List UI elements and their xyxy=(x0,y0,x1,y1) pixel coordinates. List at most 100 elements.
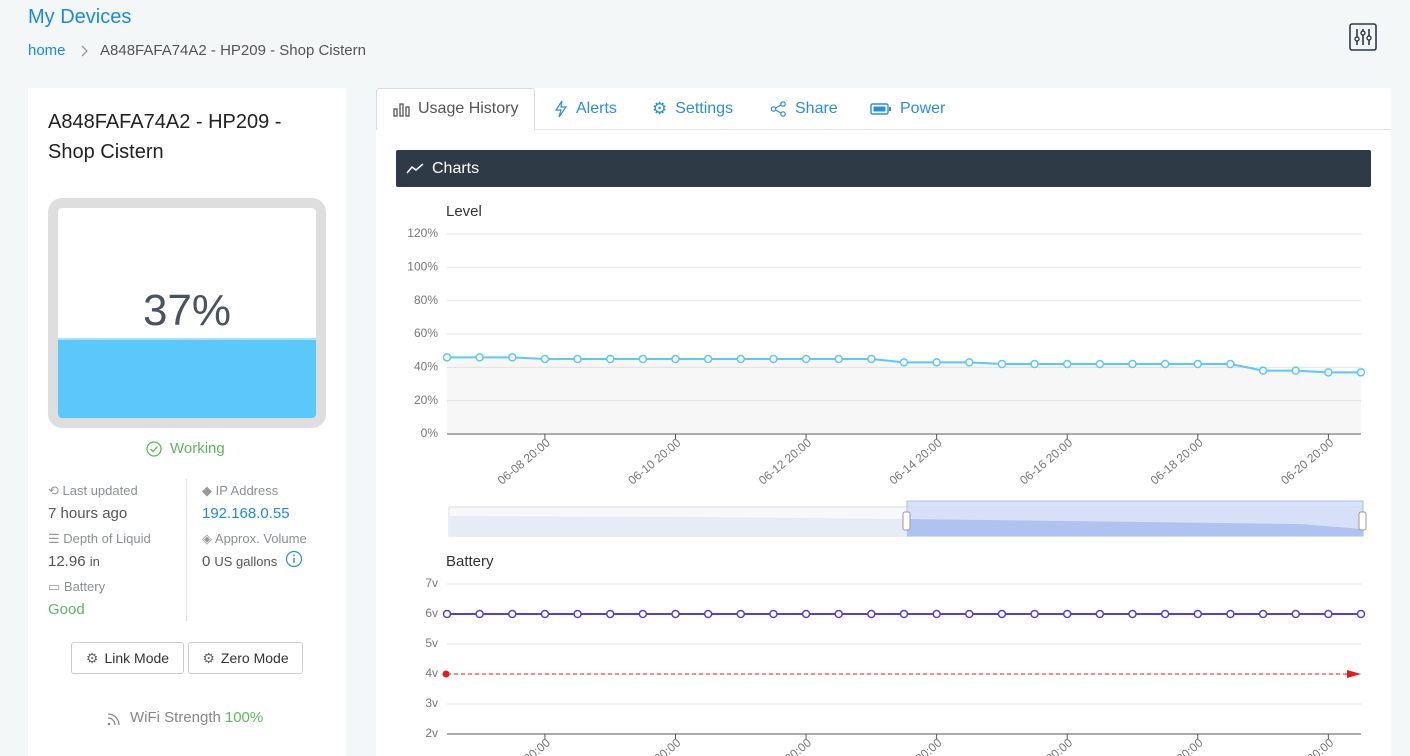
breadcrumb-home[interactable]: home xyxy=(28,42,66,59)
zoom-slider[interactable] xyxy=(448,500,1367,537)
point xyxy=(671,354,680,364)
gauge-fill xyxy=(58,338,316,418)
y-tick-label: 4v xyxy=(425,666,438,680)
info-label: ◈ Approx. Volume xyxy=(202,531,307,546)
tab-label: Power xyxy=(900,100,946,117)
point xyxy=(540,609,550,619)
x-tick-label: 06-20 20:00 xyxy=(1278,735,1336,756)
x-tick-label: 06-14 20:00 xyxy=(886,435,944,487)
info-label: ▭ Battery xyxy=(48,579,106,594)
point xyxy=(573,609,582,619)
status-text: Working xyxy=(170,440,225,457)
point xyxy=(1258,609,1268,619)
x-tick-label: 06-12 20:00 xyxy=(756,435,814,487)
wifi-value: 100% xyxy=(224,709,264,726)
x-tick-label: 06-16 20:00 xyxy=(1017,435,1075,487)
x-tick-label: 06-08 20:00 xyxy=(495,435,553,487)
tab-icon xyxy=(554,100,568,118)
point xyxy=(703,609,713,619)
link-mode-button[interactable]: ⚙ Link Mode xyxy=(71,642,184,674)
x-tick-label: 06-12 20:00 xyxy=(756,735,814,756)
point xyxy=(1062,609,1072,619)
point xyxy=(1062,359,1072,369)
y-tick-label: 0% xyxy=(421,426,439,440)
point xyxy=(997,359,1007,369)
point xyxy=(1356,609,1366,619)
point xyxy=(638,609,648,619)
tab[interactable]: Usage History xyxy=(393,89,518,129)
point xyxy=(801,609,811,619)
point xyxy=(899,358,909,367)
section-title: Charts xyxy=(432,159,480,177)
info-value-text: 0 xyxy=(202,553,211,570)
point xyxy=(965,609,974,619)
zero-mode-button[interactable]: ⚙ Zero Mode xyxy=(188,642,303,674)
threshold-dot xyxy=(442,670,450,678)
point xyxy=(769,354,778,364)
tab-label: Settings xyxy=(675,100,734,117)
point xyxy=(605,609,615,619)
gauge-label: 37% xyxy=(142,286,232,335)
point xyxy=(932,358,941,367)
info-label-text: Approx. Volume xyxy=(214,531,307,546)
x-tick-label: 06-14 20:00 xyxy=(886,735,944,756)
info-label: ◆ IP Address xyxy=(202,483,279,498)
status-icon xyxy=(146,440,162,457)
point xyxy=(834,609,843,619)
info-icon[interactable] xyxy=(285,550,303,568)
point xyxy=(1160,359,1170,369)
tab-icon xyxy=(870,103,891,115)
x-tick-label: 06-08 20:00 xyxy=(495,735,553,756)
info-unit: US gallons xyxy=(214,554,278,569)
area xyxy=(447,357,1361,434)
divider xyxy=(186,479,187,621)
section-header: Charts xyxy=(396,150,1371,187)
x-tick-label: 06-18 20:00 xyxy=(1148,735,1206,756)
point xyxy=(573,354,582,364)
info-label-text: Battery xyxy=(63,579,106,594)
tab-icon xyxy=(393,103,410,117)
point xyxy=(736,354,746,364)
tab[interactable]: Share xyxy=(770,89,838,129)
point xyxy=(965,358,974,367)
point xyxy=(1128,609,1137,619)
point xyxy=(1128,359,1137,369)
info-value-text: 12.96 xyxy=(48,553,86,570)
point xyxy=(671,609,680,619)
info-value: 0 US gallons xyxy=(202,550,303,570)
info-unit: in xyxy=(89,554,100,569)
point xyxy=(1193,359,1203,369)
point xyxy=(769,609,778,619)
info-value[interactable]: 192.168.0.55 xyxy=(202,505,290,522)
info-value: Good xyxy=(48,601,85,618)
tab-label: Share xyxy=(795,100,838,117)
point xyxy=(1193,609,1203,619)
wifi-label: WiFi Strength xyxy=(130,709,221,726)
y-tick-label: 2v xyxy=(425,726,438,740)
tab-label: Alerts xyxy=(576,100,617,117)
point xyxy=(932,609,941,619)
tab[interactable]: Alerts xyxy=(554,89,617,129)
point xyxy=(508,353,517,362)
point xyxy=(1324,368,1333,377)
point xyxy=(1356,368,1366,377)
tab[interactable]: Power xyxy=(870,89,945,129)
settings-icon[interactable] xyxy=(1349,23,1377,51)
point xyxy=(605,354,615,364)
tab[interactable]: ⚙ Settings xyxy=(652,99,734,118)
wifi-icon xyxy=(107,712,120,725)
y-tick-label: 80% xyxy=(414,293,438,307)
point xyxy=(703,354,713,364)
info-value: 7 hours ago xyxy=(48,505,128,522)
point xyxy=(1160,609,1170,619)
point xyxy=(1226,359,1235,369)
y-tick-label: 7v xyxy=(425,576,438,590)
point xyxy=(899,609,909,619)
point xyxy=(997,609,1007,619)
button-label: Zero Mode xyxy=(220,650,289,666)
y-tick-label: 3v xyxy=(425,696,438,710)
y-tick-label: 20% xyxy=(414,393,438,407)
wifi: WiFi Strength 100% xyxy=(106,709,263,726)
x-tick-label: 06-20 20:00 xyxy=(1278,435,1336,487)
